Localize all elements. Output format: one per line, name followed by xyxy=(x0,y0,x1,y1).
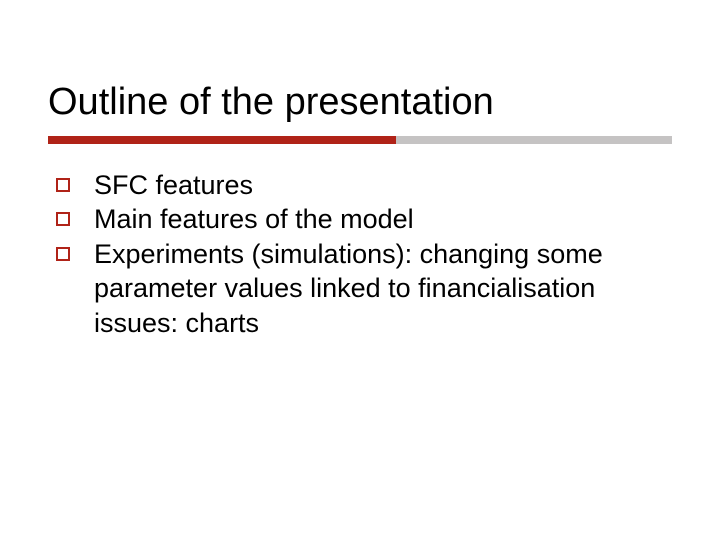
list-item: Experiments (simulations): changing some… xyxy=(56,237,672,341)
list-item-text: SFC features xyxy=(94,168,253,203)
underline-rest xyxy=(396,136,672,144)
square-bullet-icon xyxy=(56,178,70,192)
list-item: Main features of the model xyxy=(56,202,672,237)
title-underline xyxy=(48,136,672,144)
list-item-text: Main features of the model xyxy=(94,202,414,237)
bullet-list: SFC features Main features of the model … xyxy=(48,168,672,341)
list-item-text: Experiments (simulations): changing some… xyxy=(94,237,672,341)
list-item: SFC features xyxy=(56,168,672,203)
square-bullet-icon xyxy=(56,247,70,261)
underline-accent xyxy=(48,136,396,144)
slide-title: Outline of the presentation xyxy=(48,80,672,126)
slide: Outline of the presentation SFC features… xyxy=(0,0,720,540)
square-bullet-icon xyxy=(56,212,70,226)
